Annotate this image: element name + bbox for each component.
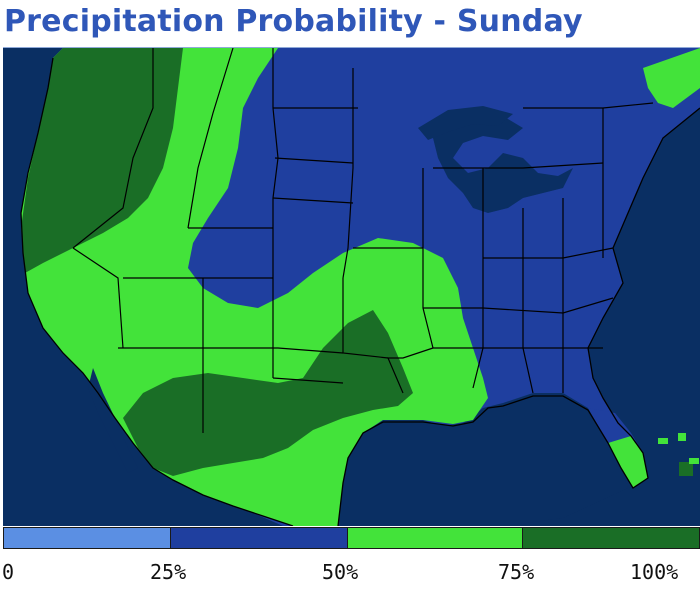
lake-superior — [418, 106, 513, 140]
zone-75-100-south — [123, 310, 413, 476]
legend-tick-25: 25% — [150, 560, 187, 584]
coastline-gulf — [337, 107, 700, 526]
legend-swatch-75-100 — [523, 528, 699, 548]
legend-bar — [3, 527, 700, 549]
legend-tick-75: 75% — [498, 560, 535, 584]
gulf-of-mexico — [338, 396, 628, 526]
legend-ticks: 0 25% 50% 75% 100% — [0, 560, 700, 590]
great-lakes — [433, 108, 573, 213]
legend-tick-50: 50% — [322, 560, 359, 584]
island-3 — [679, 462, 693, 476]
legend-tick-100: 100% — [630, 560, 679, 584]
legend-swatch-50-75 — [348, 528, 523, 548]
zone-75-100-northwest — [21, 48, 183, 273]
island-4 — [689, 458, 699, 464]
coastline — [20, 57, 294, 526]
zone-50-75-northeast — [643, 48, 700, 108]
state-borders — [72, 48, 654, 433]
legend-swatch-25-50 — [171, 528, 348, 548]
legend-tick-0: 0 — [2, 560, 15, 584]
zone-50-75-florida — [608, 436, 648, 488]
map-title: Precipitation Probability - Sunday — [4, 4, 583, 39]
gulf-of-california — [88, 368, 138, 473]
precipitation-map — [3, 47, 700, 526]
legend-swatch-0-25 — [4, 528, 171, 548]
island-1 — [658, 438, 668, 444]
island-2 — [678, 433, 686, 441]
